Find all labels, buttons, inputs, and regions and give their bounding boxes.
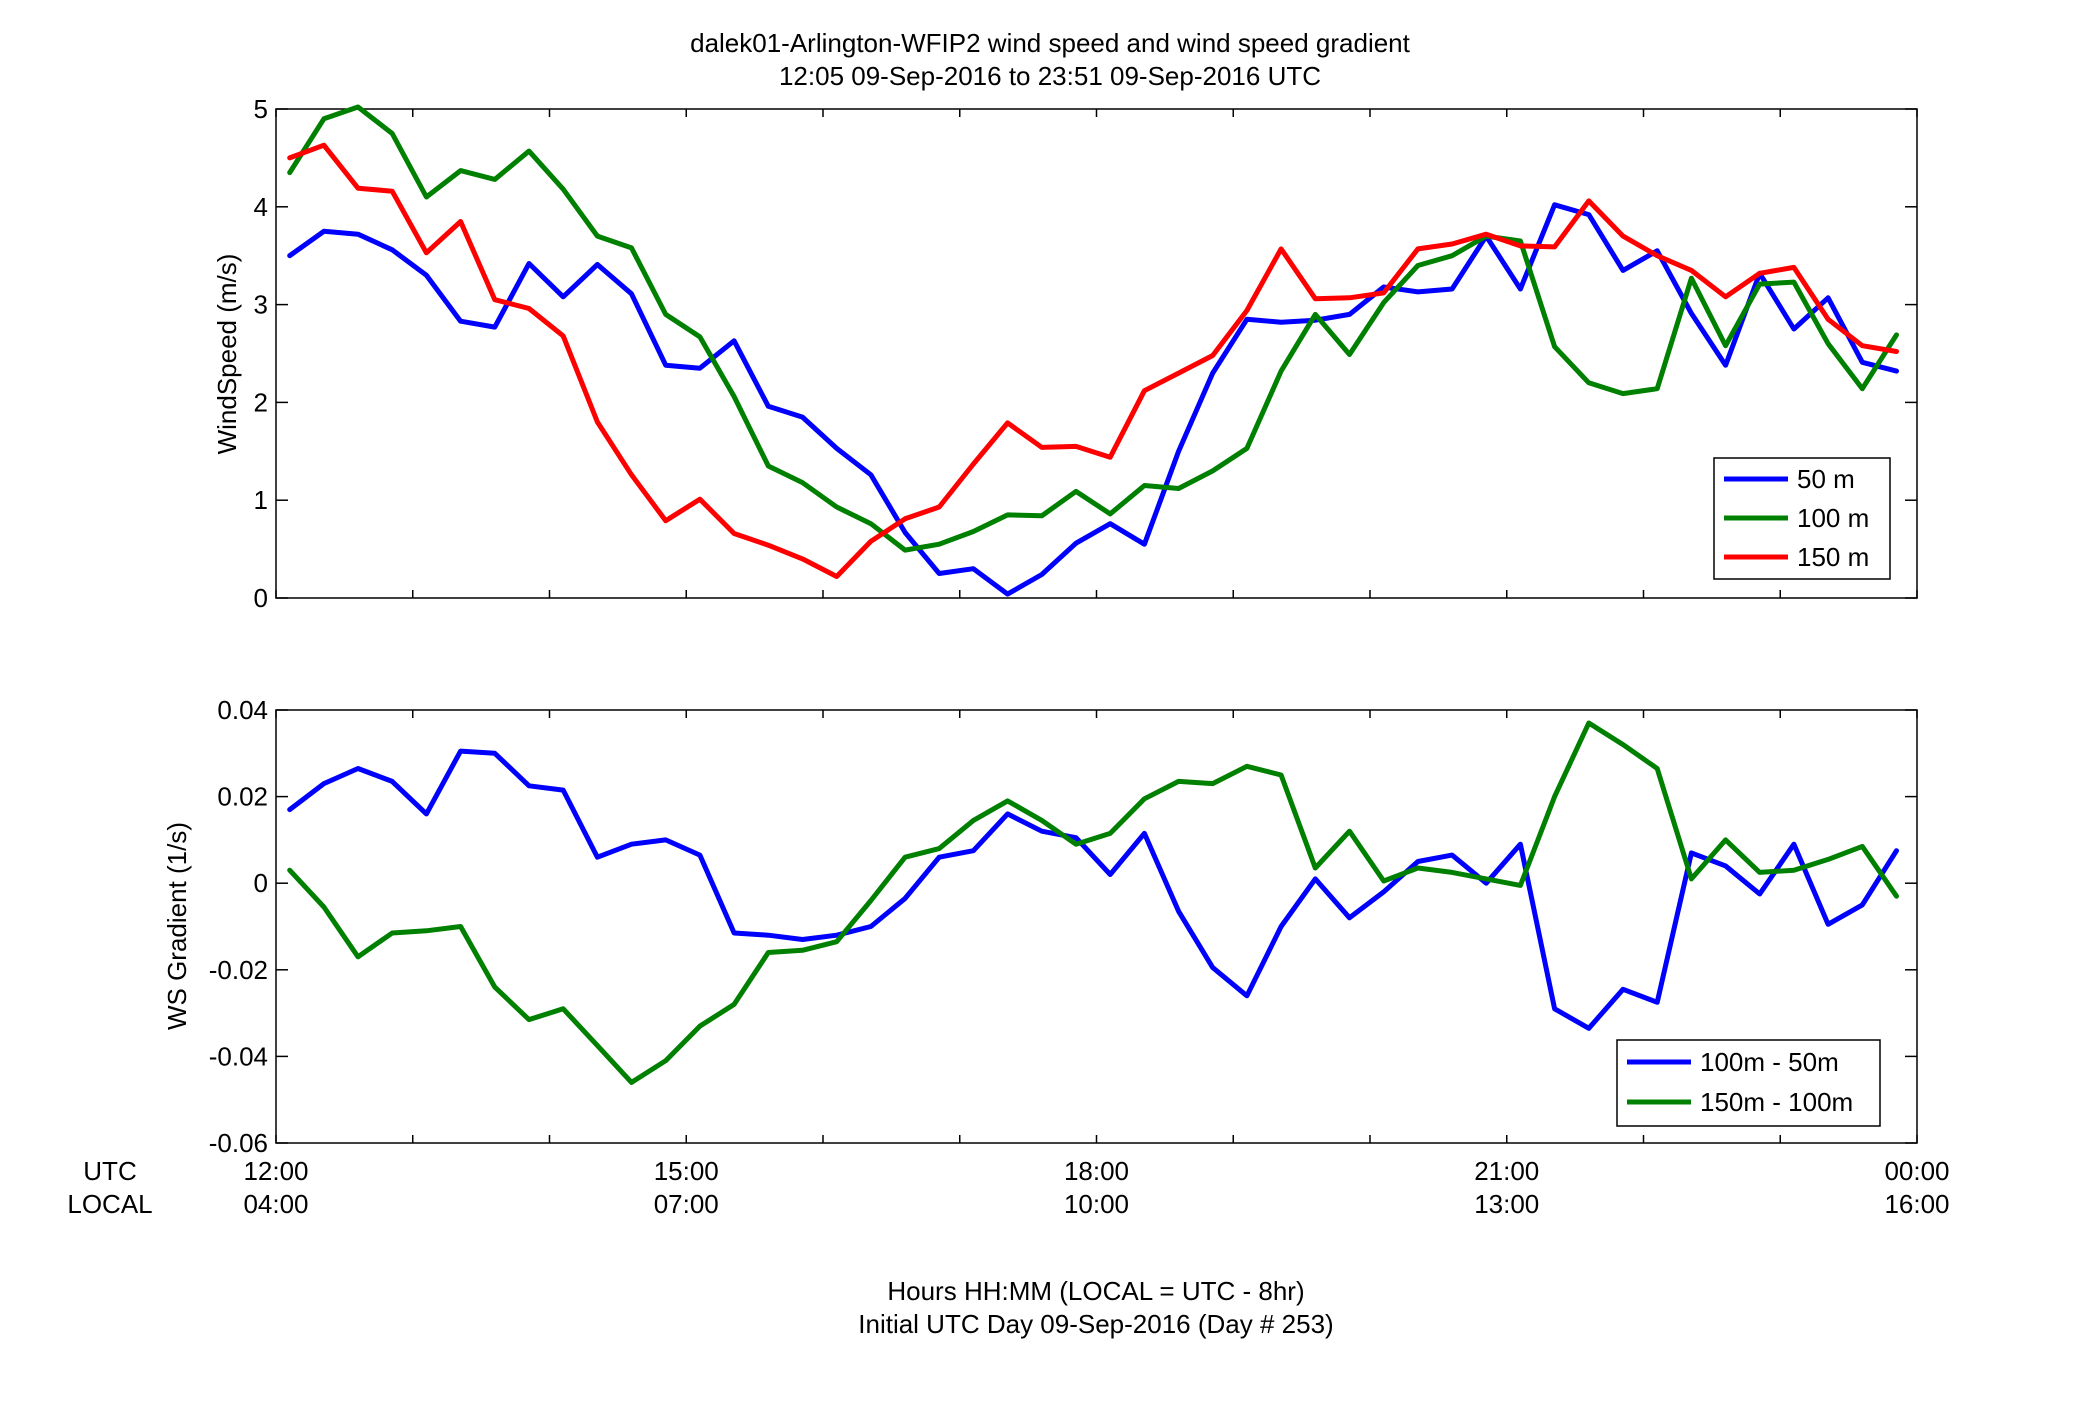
windspeed-y-ticks: 0 1 2 3 4 5 bbox=[254, 94, 1917, 613]
windspeed-series-2-line bbox=[287, 104, 1899, 553]
windspeed-series-lines bbox=[287, 104, 1899, 597]
gradient-ytick-label: 0.04 bbox=[217, 695, 268, 725]
gradient-ytick-label: -0.06 bbox=[209, 1128, 268, 1158]
legend-label-100m-50m: 100m - 50m bbox=[1700, 1047, 1839, 1077]
legend-label-150m: 150 m bbox=[1797, 542, 1869, 572]
windspeed-ytick-label: 3 bbox=[254, 290, 268, 320]
legend-label-100m: 100 m bbox=[1797, 503, 1869, 533]
local-tick-label: 04:00 bbox=[243, 1189, 308, 1219]
local-row-label: LOCAL bbox=[67, 1189, 152, 1219]
windspeed-ytick-label: 0 bbox=[254, 583, 268, 613]
chart-title-line2: 12:05 09-Sep-2016 to 23:51 09-Sep-2016 U… bbox=[779, 61, 1321, 91]
windspeed-series-1-line bbox=[287, 202, 1899, 597]
legend-label-150m-100m: 150m - 100m bbox=[1700, 1087, 1853, 1117]
windspeed-panel: 0 1 2 3 4 5 WindSpeed (m/s) 50 m 100 m 150 m bbox=[212, 94, 1918, 613]
x-axis-label-line2: Initial UTC Day 09-Sep-2016 (Day # 253) bbox=[858, 1309, 1333, 1339]
gradient-legend-box bbox=[1616, 1039, 1881, 1127]
windspeed-ytick-label: 2 bbox=[254, 387, 268, 417]
x-axis-label-line1: Hours HH:MM (LOCAL = UTC - 8hr) bbox=[887, 1276, 1304, 1306]
legend-label-50m: 50 m bbox=[1797, 464, 1855, 494]
gradient-legend: 100m - 50m 150m - 100m bbox=[1616, 1039, 1881, 1127]
gradient-series-lines bbox=[287, 720, 1899, 1085]
utc-tick-label: 00:00 bbox=[1884, 1156, 1949, 1186]
windspeed-legend: 50 m 100 m 150 m bbox=[1713, 457, 1891, 580]
utc-tick-label: 21:00 bbox=[1474, 1156, 1539, 1186]
gradient-series-2-line bbox=[287, 720, 1899, 1085]
gradient-panel: -0.06 -0.04 -0.02 0 0.02 0.04 WS Gradient (1/… bbox=[162, 695, 1918, 1158]
chart-title-line1: dalek01-Arlington-WFIP2 wind speed and w… bbox=[690, 28, 1411, 58]
local-tick-label: 07:00 bbox=[654, 1189, 719, 1219]
local-tick-label: 16:00 bbox=[1884, 1189, 1949, 1219]
windspeed-series-3-line bbox=[287, 142, 1899, 579]
windspeed-ytick-label: 5 bbox=[254, 94, 268, 124]
utc-row-label: UTC bbox=[83, 1156, 136, 1186]
windspeed-ytick-label: 1 bbox=[254, 485, 268, 515]
gradient-ytick-label: 0.02 bbox=[217, 782, 268, 812]
utc-tick-label: 15:00 bbox=[654, 1156, 719, 1186]
windspeed-plot-frame bbox=[275, 108, 1918, 599]
gradient-x-ticks bbox=[275, 710, 1918, 1143]
windspeed-ytick-label: 4 bbox=[254, 192, 268, 222]
gradient-y-ticks: -0.06 -0.04 -0.02 0 0.02 0.04 bbox=[209, 695, 1917, 1158]
utc-tick-label: 12:00 bbox=[243, 1156, 308, 1186]
utc-tick-labels: 12:00 15:00 18:00 21:00 00:00 bbox=[243, 1156, 1949, 1186]
local-tick-labels: 04:00 07:00 10:00 13:00 16:00 bbox=[243, 1189, 1949, 1219]
gradient-series-1-line bbox=[287, 748, 1899, 1031]
gradient-ytick-label: 0 bbox=[254, 868, 268, 898]
gradient-ytick-label: -0.02 bbox=[209, 955, 268, 985]
windspeed-y-axis-label: WindSpeed (m/s) bbox=[212, 254, 242, 455]
gradient-ytick-label: -0.04 bbox=[209, 1041, 268, 1071]
gradient-y-axis-label: WS Gradient (1/s) bbox=[162, 822, 192, 1030]
local-tick-label: 10:00 bbox=[1064, 1189, 1129, 1219]
utc-tick-label: 18:00 bbox=[1064, 1156, 1129, 1186]
local-tick-label: 13:00 bbox=[1474, 1189, 1539, 1219]
windspeed-x-ticks bbox=[275, 109, 1918, 598]
